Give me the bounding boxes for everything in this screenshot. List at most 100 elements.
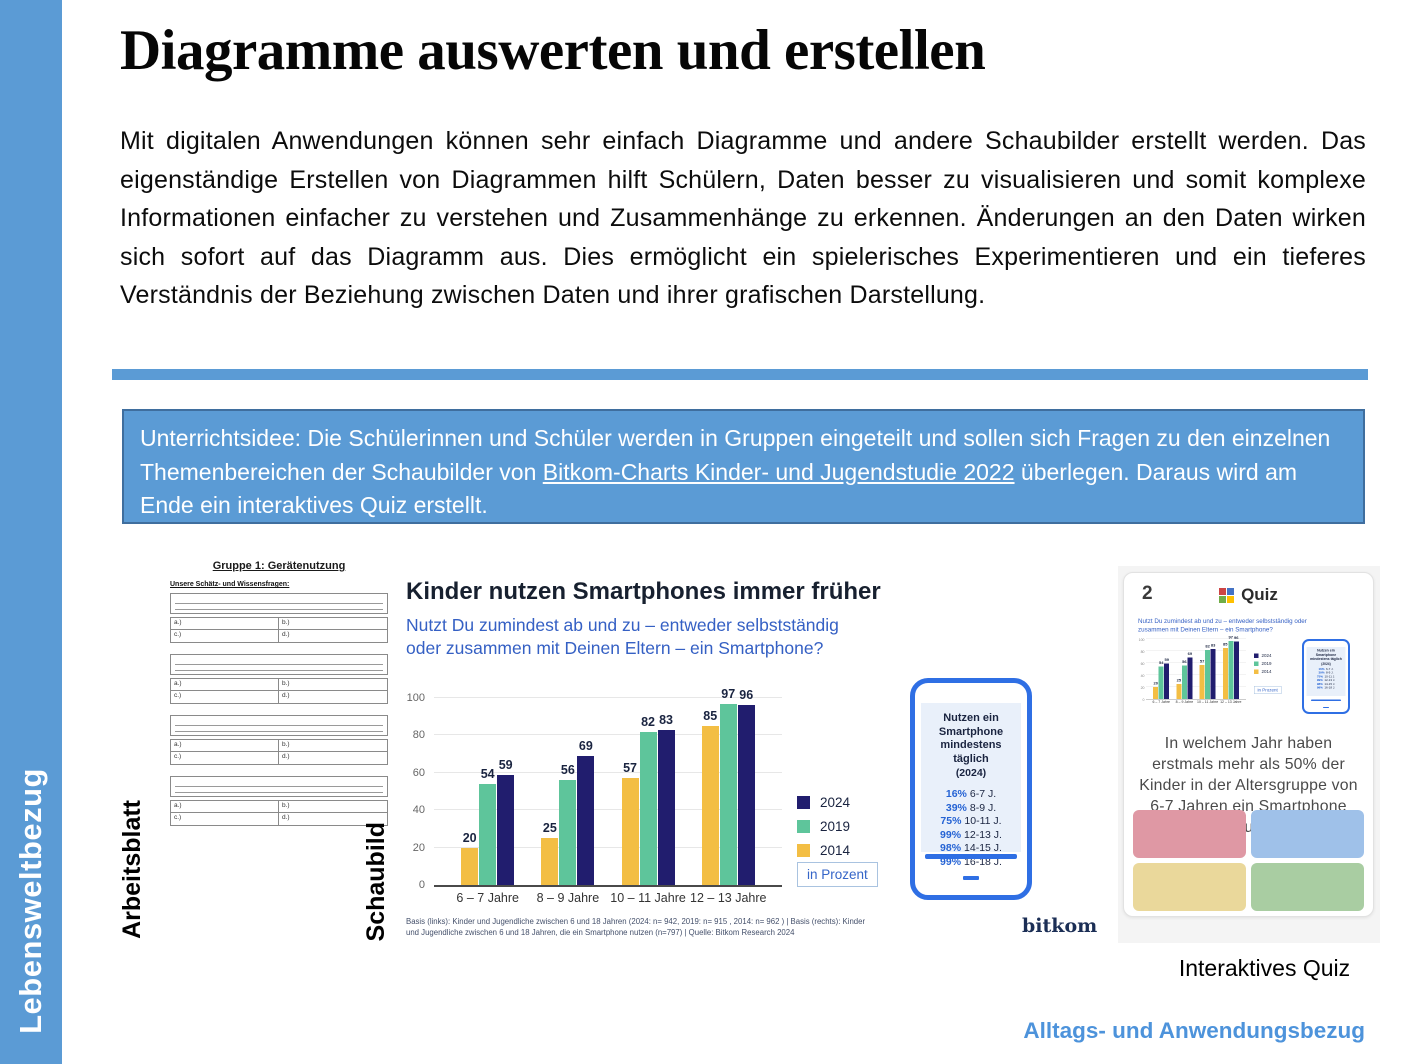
worksheet-cell: a.) <box>171 679 279 691</box>
quiz-answer-grid <box>1133 810 1364 911</box>
stat-group: 12-13 J. <box>964 828 1002 841</box>
stat-row: 99% 12-13 J. <box>1307 679 1346 683</box>
gridline <box>1146 662 1246 663</box>
stat-row: 98% 14-15 J. <box>1307 683 1346 687</box>
bar-value-label: 82 <box>1205 643 1210 649</box>
y-tick-label: 80 <box>412 729 425 742</box>
bar-value-label: 56 <box>1182 659 1187 664</box>
worksheet-title: Gruppe 1: Gerätenutzung <box>212 560 346 572</box>
stat-percent: 99% <box>1316 679 1323 682</box>
idea-box: Unterrichtsidee: Die Schülerinnen und Sc… <box>122 409 1365 524</box>
worksheet-block: a.) b.) c.) d.) <box>170 593 388 643</box>
worksheet-table: a.) b.) c.) d.) <box>170 678 388 704</box>
y-tick-label: 100 <box>1138 638 1145 643</box>
bar-value-label: 57 <box>1199 658 1205 664</box>
worksheet-answer-lines <box>170 715 388 736</box>
stat-percent: 39% <box>945 801 967 814</box>
stat-percent: 99% <box>1316 686 1323 690</box>
quiz-app-title: Quiz <box>1241 585 1278 604</box>
mini-phone-infographic: Nutzen ein Smartphone mindestens täglich… <box>1302 639 1350 714</box>
stat-group: 14-15 J. <box>1324 682 1336 686</box>
worksheet-cell: c.) <box>171 691 279 703</box>
worksheet-answer-lines <box>170 776 388 797</box>
bar <box>1181 665 1187 699</box>
stat-percent: 75% <box>940 815 962 827</box>
legend-label: 2014 <box>1261 669 1272 674</box>
legend-swatch <box>1254 669 1259 674</box>
bar-2014: 85 <box>1222 639 1228 699</box>
bar-2024: 59 <box>1164 639 1170 699</box>
bar-value-label: 96 <box>739 688 754 703</box>
stat-group: 8-9 J. <box>1326 671 1334 675</box>
worksheet-cell: a.) <box>171 740 279 752</box>
bar-2024: 69 <box>1187 639 1193 699</box>
stat-group: 10-11 J. <box>1324 675 1336 679</box>
gridline <box>434 846 782 848</box>
bar <box>541 838 559 885</box>
bar <box>639 731 657 885</box>
mini-phone-home-indicator <box>1323 706 1329 708</box>
bar <box>1199 664 1205 699</box>
bar-value-label: 83 <box>1210 643 1216 648</box>
bar-2024: 96 <box>1233 635 1239 699</box>
bitkom-logo: bitkom <box>1022 915 1098 937</box>
quiz-answer-option[interactable] <box>1251 863 1364 911</box>
bitkom-study-link[interactable]: Bitkom-Charts Kinder- und Jugendstudie 2… <box>542 458 1015 485</box>
legend-item: 2014 <box>797 843 850 858</box>
x-category-label: 6 – 7 Jahre <box>456 891 519 905</box>
stat-row: 99% 16-18 J. <box>1307 687 1346 691</box>
quiz-logo-square <box>1219 595 1227 603</box>
bar-group: 25 56 69 8 – 9 Jahre <box>1176 639 1194 704</box>
bar <box>737 705 755 885</box>
y-tick-label: 80 <box>1140 650 1145 655</box>
gridline <box>1146 638 1246 639</box>
worksheet-blocks: a.) b.) c.) d.) a.) b.) c.) d.) a.) b.) c.) d.) a.) b… <box>170 593 388 826</box>
phone-infographic: Nutzen ein Smartphone mindestens täglich… <box>910 678 1032 900</box>
stat-group: 14-15 J. <box>964 842 1002 854</box>
bar-2024: 83 <box>657 698 675 885</box>
stat-percent: 98% <box>1316 682 1323 686</box>
bar <box>701 726 719 885</box>
bar-2024: 59 <box>497 698 515 885</box>
gridline <box>434 734 782 736</box>
mini-chart: 0 20 40 60 80 100 20 54 59 6 – 7 Jahre 25 56 69 8 – … <box>1138 635 1246 704</box>
bar-value-label: 54 <box>480 767 495 782</box>
bar-value-label: 69 <box>578 738 593 753</box>
mini-chart-question: Nutzt Du zumindest ab und zu – entweder … <box>1138 617 1307 634</box>
mini-phone-title: Nutzen ein Smartphone mindestens täglich <box>1310 649 1342 661</box>
legend-label: 2014 <box>820 843 851 858</box>
mini-phone-speaker-bar <box>1311 699 1341 701</box>
worksheet-answer-lines <box>170 593 388 614</box>
legend-item: 2019 <box>1254 661 1293 666</box>
bar <box>1153 687 1159 699</box>
worksheet-table: a.) b.) c.) d.) <box>170 617 388 643</box>
bar-2014: 25 <box>1176 639 1182 699</box>
bitkom-chart: Kinder nutzen Smartphones immer früher N… <box>406 578 906 948</box>
bar-2019: 97 <box>719 687 737 885</box>
bar-value-label: 83 <box>659 712 674 727</box>
quiz-logo-icon <box>1219 587 1235 603</box>
intro-paragraph: Mit digitalen Anwendungen können sehr ei… <box>120 127 1366 310</box>
bar <box>657 729 675 885</box>
stat-row: 75% 10-11 J. <box>1307 675 1346 679</box>
legend-item: 2014 <box>1254 669 1293 674</box>
quiz-answer-option[interactable] <box>1133 810 1246 858</box>
idea-text-before: Unterrichtsidee: Die Schülerinnen und Sc… <box>140 425 1331 485</box>
quiz-answer-option[interactable] <box>1251 810 1364 858</box>
mini-chart-legend: 2024 2019 2014 <box>1254 653 1293 674</box>
stat-group: 10-11 J. <box>964 815 1002 827</box>
stat-group: 6-7 J. <box>969 788 997 800</box>
bar <box>1176 684 1182 699</box>
quiz-caption: Interaktives Quiz <box>1178 955 1351 981</box>
worksheet-cell: d.) <box>282 814 290 821</box>
quiz-answer-option[interactable] <box>1133 863 1246 911</box>
bar <box>1222 648 1228 699</box>
bar <box>1205 649 1211 699</box>
legend-label: 2024 <box>1261 653 1272 658</box>
quiz-header: Quiz <box>1124 585 1373 605</box>
stat-row: 39% 8-9 J. <box>1307 672 1346 676</box>
quiz-chart-thumbnail: Nutzt Du zumindest ab und zu – entweder … <box>1138 617 1364 730</box>
sidebar-band: Lebensweltbezug <box>0 0 62 1064</box>
phone-stats: 16% 6-7 J. 39% 8-9 J. 75% 10-11 J. 99% 12-13 J.… <box>921 788 1021 869</box>
bar-2019: 54 <box>1158 639 1164 699</box>
